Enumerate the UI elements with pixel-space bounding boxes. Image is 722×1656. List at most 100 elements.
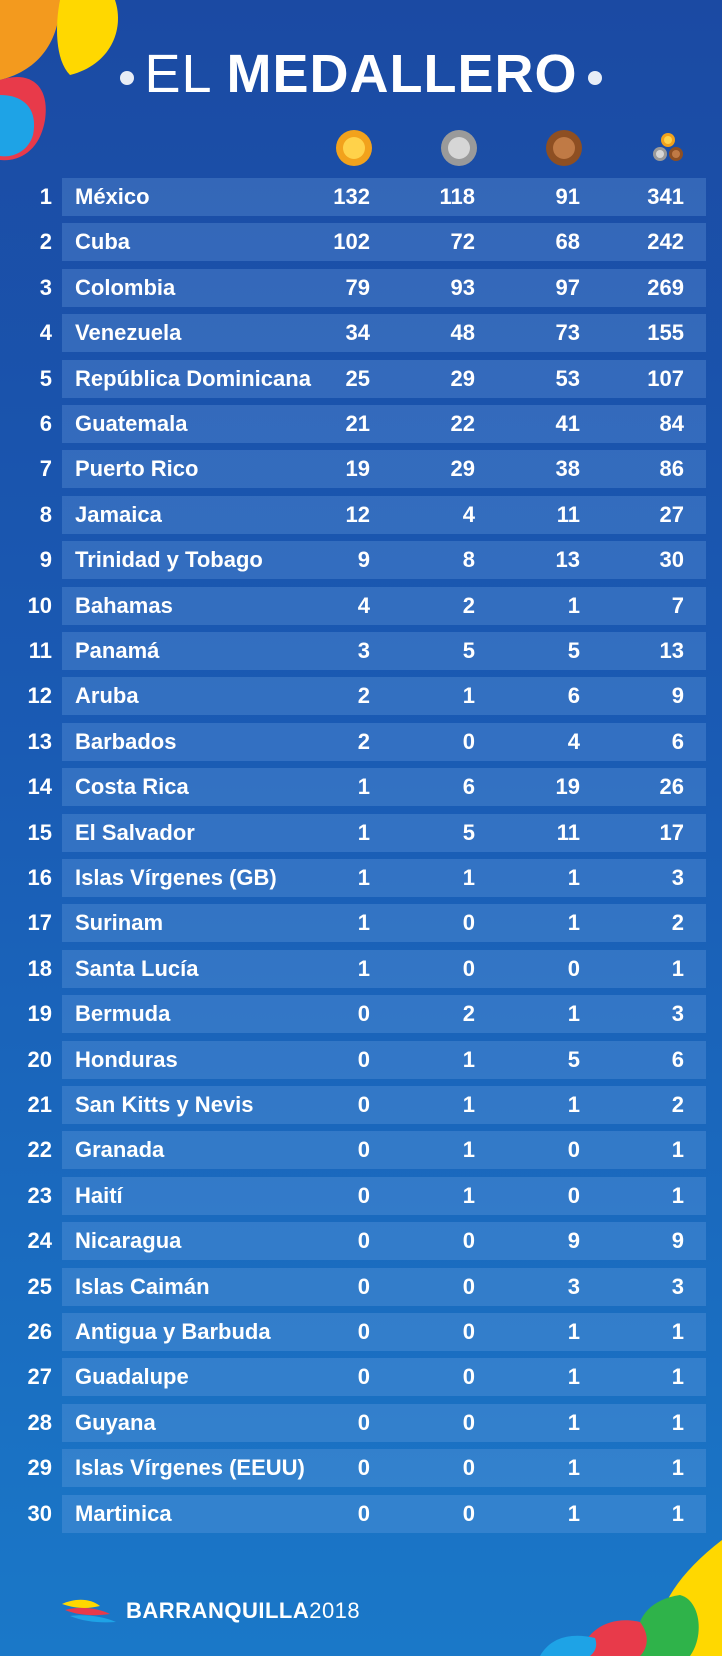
row-silver-count: 5 xyxy=(462,819,475,845)
row-background xyxy=(62,859,706,897)
row-country: Guyana xyxy=(75,1409,156,1435)
row-total-count: 107 xyxy=(647,365,684,391)
row-gold-count: 4 xyxy=(357,592,370,618)
row-country: Nicaragua xyxy=(75,1228,182,1254)
table-row: 11 Panamá 3 5 5 13 xyxy=(0,632,722,670)
row-rank: 25 xyxy=(27,1273,52,1299)
row-gold-count: 0 xyxy=(357,1046,370,1072)
row-silver-count: 0 xyxy=(462,910,475,936)
row-bronze-count: 1 xyxy=(567,1001,580,1027)
row-country: Honduras xyxy=(75,1046,178,1072)
page-title: EL MEDALLERO xyxy=(0,42,722,106)
row-silver-count: 72 xyxy=(450,229,475,255)
row-background xyxy=(62,495,706,534)
row-silver-count: 118 xyxy=(439,184,476,209)
row-rank: 13 xyxy=(27,728,52,754)
row-bronze-count: 68 xyxy=(555,229,580,255)
row-total-count: 7 xyxy=(671,592,684,618)
row-background xyxy=(62,1358,706,1397)
row-silver-count: 5 xyxy=(462,638,475,663)
table-row: 25 Islas Caimán 0 0 3 3 xyxy=(0,1267,722,1306)
row-rank: 19 xyxy=(27,1001,52,1027)
row-bronze-count: 5 xyxy=(567,1046,580,1072)
row-bronze-count: 1 xyxy=(567,1500,580,1526)
row-background xyxy=(62,1086,706,1124)
corner-decoration-bottom-right xyxy=(540,1540,722,1656)
row-silver-count: 6 xyxy=(462,774,475,800)
row-total-count: 6 xyxy=(671,728,684,754)
table-row: 8 Jamaica 12 4 11 27 xyxy=(0,495,722,534)
row-rank: 2 xyxy=(39,229,52,255)
row-silver-count: 29 xyxy=(450,456,475,482)
row-total-count: 1 xyxy=(671,1137,684,1163)
row-silver-count: 1 xyxy=(462,1137,475,1163)
row-gold-count: 34 xyxy=(345,320,370,346)
row-gold-count: 0 xyxy=(357,1364,370,1390)
table-row: 9 Trinidad y Tobago 9 8 13 30 xyxy=(0,541,722,580)
row-gold-count: 1 xyxy=(357,819,370,845)
row-silver-count: 0 xyxy=(462,1409,475,1435)
barranquilla-logo: BARRANQUILLA2018 xyxy=(60,1594,360,1628)
row-country: Surinam xyxy=(75,910,164,936)
row-bronze-count: 73 xyxy=(555,320,580,346)
row-background xyxy=(62,949,706,988)
row-gold-count: 25 xyxy=(345,365,370,391)
row-gold-count: 1 xyxy=(357,955,370,981)
row-gold-count: 0 xyxy=(357,1319,370,1344)
row-country: Costa Rica xyxy=(75,774,189,800)
row-country: Barbados xyxy=(75,728,177,754)
table-row: 15 El Salvador 1 5 11 17 xyxy=(0,813,722,852)
table-row: 30 Martinica 0 0 1 1 xyxy=(0,1494,722,1533)
row-gold-count: 19 xyxy=(345,456,370,482)
row-rank: 9 xyxy=(39,547,52,573)
row-country: Cuba xyxy=(75,229,130,255)
row-background xyxy=(62,995,706,1034)
row-total-count: 1 xyxy=(671,1455,684,1481)
row-total-count: 1 xyxy=(671,1409,684,1435)
row-gold-count: 0 xyxy=(357,1273,370,1299)
row-country: República Dominicana xyxy=(75,365,311,391)
row-rank: 20 xyxy=(27,1046,52,1072)
row-background xyxy=(62,1176,706,1215)
row-country: Bermuda xyxy=(75,1001,171,1027)
row-country: Islas Vírgenes (EEUU) xyxy=(75,1455,305,1481)
row-total-count: 3 xyxy=(671,1001,684,1027)
row-country: Bahamas xyxy=(75,592,173,618)
row-background xyxy=(62,1267,706,1306)
row-gold-count: 1 xyxy=(357,910,370,936)
row-silver-count: 48 xyxy=(450,320,475,346)
row-background xyxy=(62,1494,706,1533)
row-background xyxy=(62,722,706,761)
row-background xyxy=(62,450,706,489)
row-gold-count: 2 xyxy=(357,683,370,709)
row-total-count: 13 xyxy=(659,638,684,663)
row-gold-count: 21 xyxy=(345,411,370,436)
row-silver-count: 1 xyxy=(462,1092,475,1117)
row-total-count: 269 xyxy=(647,274,684,300)
row-gold-count: 2 xyxy=(357,728,370,754)
row-rank: 4 xyxy=(39,320,52,346)
row-background xyxy=(62,314,706,353)
row-bronze-count: 6 xyxy=(567,683,580,709)
row-country: Colombia xyxy=(75,274,176,300)
row-total-count: 1 xyxy=(671,1364,684,1390)
row-background xyxy=(62,1131,706,1170)
row-gold-count: 1 xyxy=(357,774,370,800)
row-silver-count: 0 xyxy=(462,1319,475,1344)
row-background xyxy=(62,677,706,716)
table-row: 20 Honduras 0 1 5 6 xyxy=(0,1040,722,1079)
row-total-count: 1 xyxy=(671,955,684,981)
row-background xyxy=(62,405,706,443)
row-total-count: 86 xyxy=(659,456,684,482)
row-total-count: 1 xyxy=(671,1319,684,1344)
logo-word: BARRANQUILLA xyxy=(126,1598,310,1623)
row-bronze-count: 11 xyxy=(556,819,580,845)
row-bronze-count: 1 xyxy=(567,1409,580,1435)
row-gold-count: 0 xyxy=(357,1500,370,1526)
logo-year: 2018 xyxy=(309,1598,361,1623)
table-row: 6 Guatemala 21 22 41 84 xyxy=(0,405,722,443)
table-row: 26 Antigua y Barbuda 0 0 1 1 xyxy=(0,1313,722,1351)
table-row: 17 Surinam 1 0 1 2 xyxy=(0,904,722,943)
row-total-count: 3 xyxy=(671,1273,684,1299)
row-rank: 27 xyxy=(27,1364,52,1390)
